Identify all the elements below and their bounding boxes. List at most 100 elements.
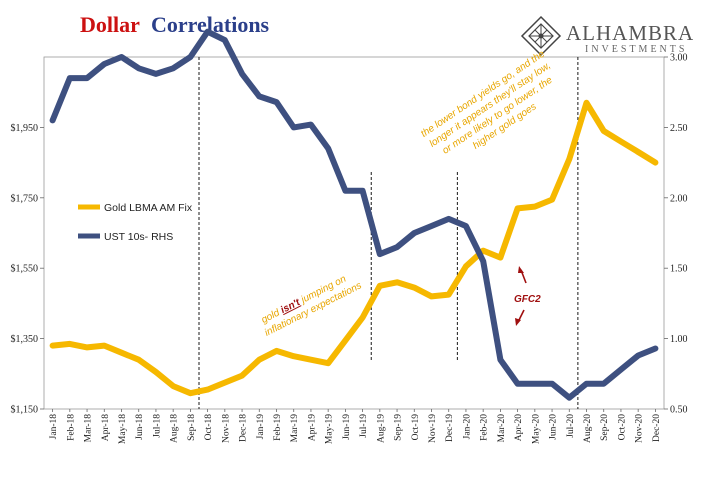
- gfc2-label: GFC2: [514, 294, 541, 305]
- ust-point: [618, 367, 624, 372]
- ust-point: [257, 94, 262, 99]
- ust-point: [325, 146, 331, 151]
- x-tick-label: Apr-19: [307, 414, 317, 441]
- x-tick-label: Nov-20: [635, 414, 645, 443]
- ust-point: [291, 125, 296, 130]
- x-tick-label: Jul-20: [566, 414, 576, 438]
- left-axis-ticks: $1,150 $1,350 $1,550 $1,750 $1,950: [11, 123, 44, 416]
- left-tick-label: $1,350: [11, 334, 39, 345]
- ust-point: [429, 223, 434, 229]
- gold-point: [515, 206, 520, 211]
- ust-point: [102, 61, 107, 67]
- gold-point: [549, 197, 555, 202]
- chart-title: Dollar Correlations: [80, 12, 270, 37]
- gold-point: [153, 369, 159, 375]
- gold-point: [102, 343, 107, 348]
- x-tick-label: Feb-20: [480, 414, 490, 441]
- ust-point: [635, 353, 641, 358]
- ust-point: [343, 188, 348, 193]
- x-tick-label: Oct-19: [411, 414, 421, 441]
- x-tick-label: Jan-18: [49, 414, 59, 440]
- gold-point: [50, 343, 55, 348]
- x-tick-label: Feb-19: [273, 414, 283, 441]
- x-tick-label: Sep-18: [187, 414, 197, 441]
- logo-diamond-icon: [520, 15, 562, 57]
- gold-point: [618, 139, 624, 144]
- legend-ust-label: UST 10s- RHS: [104, 231, 173, 243]
- gold-point: [188, 390, 193, 396]
- gold-annotation: gold isn't jumping on inflationary expec…: [260, 273, 364, 338]
- ust-point: [377, 251, 383, 257]
- gold-point: [584, 100, 589, 105]
- x-tick-label: Nov-19: [428, 414, 438, 443]
- gold-point: [119, 350, 124, 355]
- gold-point: [653, 160, 658, 165]
- x-tick-label: Aug-19: [376, 414, 386, 443]
- gfc2-annotation: GFC2: [514, 266, 541, 326]
- x-tick-label: Jul-18: [152, 414, 162, 438]
- gfc2-arrows: [515, 266, 527, 326]
- ust-point: [412, 230, 417, 236]
- gold-point: [601, 128, 606, 134]
- ust-point: [67, 75, 73, 81]
- x-tick-label: Feb-18: [66, 414, 76, 441]
- gold-series-line: [49, 99, 659, 397]
- gold-point: [136, 357, 141, 362]
- legend: Gold LBMA AM Fix UST 10s- RHS: [78, 202, 193, 243]
- gfc2-down-arrowhead: [515, 318, 521, 326]
- x-tick-label: Jun-19: [342, 414, 352, 440]
- ust-point: [50, 118, 55, 123]
- ust-point: [84, 75, 90, 81]
- x-tick-label: Apr-20: [514, 414, 524, 441]
- gold-point: [635, 149, 641, 155]
- ust-point: [601, 381, 606, 386]
- gold-point: [325, 361, 331, 366]
- x-tick-label: May-18: [118, 414, 128, 444]
- gfc2-up-arrowhead: [518, 266, 524, 273]
- gold-point: [67, 341, 73, 347]
- x-tick-label: Aug-20: [583, 414, 593, 443]
- ust-point: [567, 395, 572, 400]
- series-group: [49, 28, 659, 401]
- right-axis-ticks: 0.50 1.00 1.50 2.00 2.50 3.00: [664, 53, 688, 416]
- logo-main-text: ALHAMBRA: [566, 21, 694, 45]
- alhambra-logo: ALHAMBRA INVESTMENTS: [520, 15, 694, 57]
- ust-point: [170, 66, 176, 71]
- x-tick-label: Dec-18: [239, 414, 249, 442]
- gold-point: [446, 292, 451, 297]
- ust-point: [480, 258, 486, 264]
- x-tick-label: Sep-20: [600, 414, 610, 441]
- ust-point: [274, 99, 279, 105]
- right-tick-label: 2.00: [670, 193, 688, 204]
- ust-point: [549, 381, 555, 386]
- ust-point: [205, 29, 210, 34]
- x-tick-label: Nov-18: [221, 414, 231, 443]
- right-tick-label: 2.50: [670, 123, 688, 134]
- gold-point: [429, 294, 434, 299]
- ust-point: [498, 357, 503, 362]
- gold-point: [274, 348, 279, 354]
- x-tick-label: Jul-19: [359, 414, 369, 438]
- gold-point: [377, 283, 383, 288]
- x-tick-label: Mar-18: [84, 414, 94, 443]
- right-tick-label: 1.50: [670, 264, 688, 275]
- ust-point: [394, 244, 400, 250]
- ust-point: [463, 223, 469, 229]
- gold-point: [360, 315, 365, 320]
- ust-point: [308, 122, 314, 127]
- gold-point: [239, 373, 245, 378]
- right-tick-label: 0.50: [670, 405, 688, 416]
- x-tick-label: Aug-18: [170, 414, 180, 443]
- right-tick-label: 3.00: [670, 53, 688, 64]
- gold-point: [222, 380, 228, 385]
- x-tick-label: Dec-20: [652, 414, 662, 442]
- gold-point: [205, 387, 210, 392]
- legend-gold-label: Gold LBMA AM Fix: [104, 202, 193, 214]
- ust-point: [360, 188, 365, 193]
- x-tick-label: Jun-20: [549, 414, 559, 440]
- gold-point: [394, 280, 400, 285]
- gold-point: [343, 338, 348, 343]
- x-tick-label: Oct-18: [204, 414, 214, 441]
- x-tick-label: Mar-19: [290, 414, 300, 443]
